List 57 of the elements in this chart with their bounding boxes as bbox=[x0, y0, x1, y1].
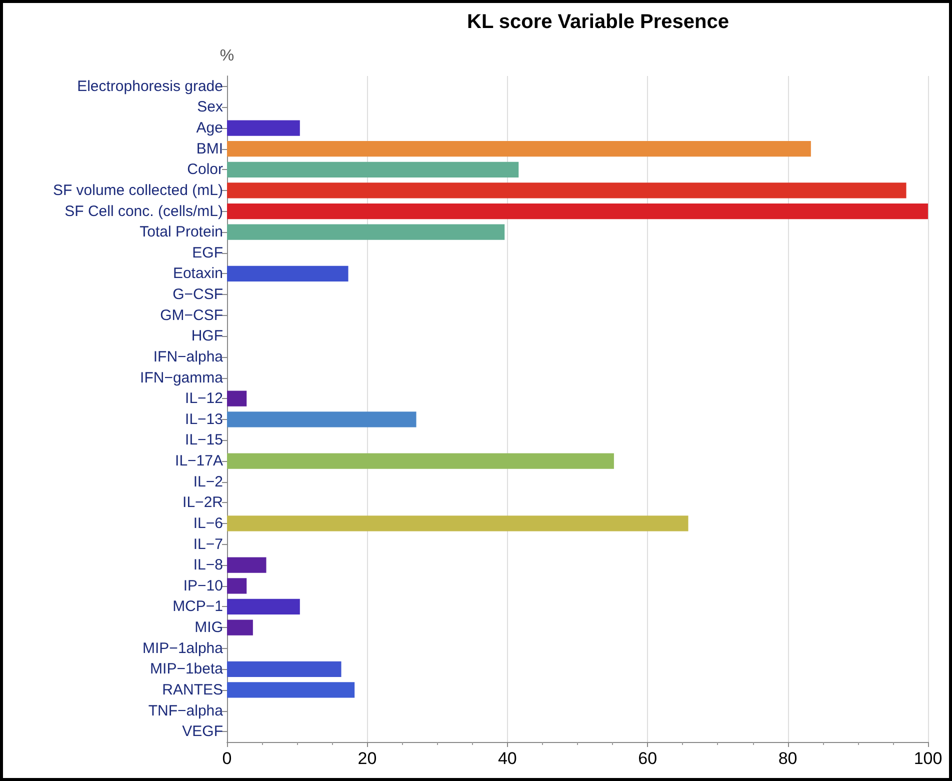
y-tick-label: SF Cell conc. (cells/mL) bbox=[64, 202, 223, 220]
y-tick-label: IL−8 bbox=[193, 556, 223, 574]
y-tick-label: TNF−alpha bbox=[148, 702, 224, 720]
y-tick-label: IFN−alpha bbox=[153, 348, 224, 366]
y-tick-label: MIP−1beta bbox=[150, 660, 224, 678]
bar bbox=[227, 620, 253, 636]
y-tick-label: IL−12 bbox=[185, 390, 223, 408]
bar bbox=[227, 516, 688, 532]
bar bbox=[227, 412, 416, 428]
x-axis-title: % bbox=[220, 48, 234, 64]
y-tick-label: GM−CSF bbox=[160, 306, 223, 324]
y-tick-label: Age bbox=[196, 120, 223, 137]
y-tick-label: SF volume collected (mL) bbox=[52, 182, 223, 199]
y-tick-label: MIP−1alpha bbox=[142, 640, 224, 657]
y-tick-label: Sex bbox=[197, 98, 224, 116]
bar bbox=[227, 682, 355, 698]
y-tick-label: IL−2 bbox=[193, 473, 223, 490]
bar bbox=[227, 557, 266, 573]
bar bbox=[227, 203, 928, 220]
bar bbox=[227, 390, 247, 406]
bar bbox=[227, 453, 614, 469]
x-tick-label: 0 bbox=[222, 749, 232, 768]
y-tick-label: MCP−1 bbox=[172, 598, 223, 616]
y-tick-label: G−CSF bbox=[172, 286, 223, 304]
bar bbox=[227, 182, 906, 198]
y-tick-label: Electrophoresis grade bbox=[77, 78, 223, 95]
x-tick-label: 60 bbox=[638, 749, 658, 768]
x-tick-label: 100 bbox=[914, 749, 942, 768]
y-tick-label: IL−6 bbox=[193, 514, 223, 532]
y-tick-label: VEGF bbox=[182, 723, 223, 740]
x-tick-label: 20 bbox=[358, 749, 377, 768]
y-tick-label: EGF bbox=[192, 244, 223, 262]
y-tick-label: IL−2R bbox=[182, 494, 224, 512]
bar bbox=[227, 120, 300, 136]
chart-title: KL score Variable Presence bbox=[466, 11, 730, 33]
y-tick-label: Total Protein bbox=[140, 224, 223, 241]
y-tick-label: Eotaxin bbox=[172, 265, 223, 282]
bar bbox=[227, 141, 811, 157]
x-tick-label: 80 bbox=[778, 749, 798, 768]
y-tick-label: RANTES bbox=[162, 681, 223, 698]
y-tick-label: IL−15 bbox=[185, 432, 223, 449]
y-tick-label: BMI bbox=[196, 140, 223, 158]
y-tick-label: IL−17A bbox=[175, 452, 223, 470]
bar bbox=[227, 578, 247, 594]
y-tick-label: IL−13 bbox=[185, 410, 223, 428]
bar bbox=[227, 162, 519, 178]
y-tick-label: IL−7 bbox=[193, 536, 223, 553]
y-tick-label: Color bbox=[187, 161, 223, 178]
bar bbox=[227, 661, 342, 677]
x-tick-label: 40 bbox=[498, 749, 517, 768]
y-tick-label: IP−10 bbox=[183, 577, 223, 594]
bar bbox=[227, 598, 300, 615]
y-tick-label: HGF bbox=[191, 328, 223, 345]
bar bbox=[227, 266, 348, 282]
y-tick-label: MIG bbox=[194, 619, 223, 636]
y-tick-label: IFN−gamma bbox=[140, 369, 224, 386]
bar bbox=[227, 224, 505, 240]
